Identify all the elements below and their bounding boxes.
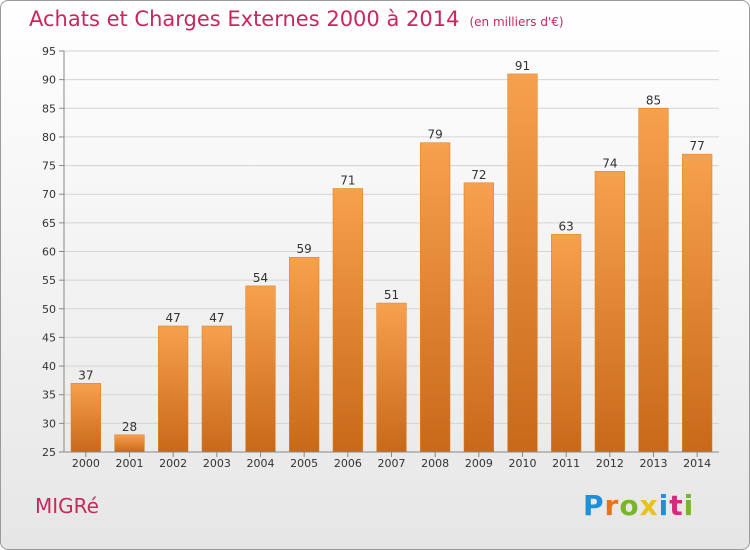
x-tick-label: 2004 <box>247 457 275 470</box>
y-tick-label: 30 <box>42 417 56 430</box>
y-tick-label: 80 <box>42 131 56 144</box>
data-label: 37 <box>78 368 93 382</box>
bars: 37 28 47 47 54 59 71 51 79 72 91 63 74 85 77 <box>70 59 713 453</box>
x-tick-label: 2012 <box>596 457 624 470</box>
x-tick-label: 2009 <box>465 457 493 470</box>
x-tick-label: 2002 <box>159 457 187 470</box>
x-tick-label: 2008 <box>421 457 449 470</box>
y-tick-label: 85 <box>42 102 56 115</box>
data-label: 91 <box>515 59 530 73</box>
y-tick-label: 55 <box>42 274 56 287</box>
data-label: 28 <box>122 420 137 434</box>
x-tick-label: 2014 <box>683 457 711 470</box>
x-tick-label: 2006 <box>334 457 362 470</box>
bar <box>201 325 232 453</box>
y-tick-label: 40 <box>42 360 56 373</box>
y-tick-label: 95 <box>42 45 56 58</box>
data-label: 77 <box>690 139 705 153</box>
bar <box>245 285 276 453</box>
logo-letter: r <box>604 489 620 522</box>
data-label: 51 <box>384 288 399 302</box>
data-label: 47 <box>166 311 181 325</box>
bar <box>638 108 669 453</box>
y-tick-label: 35 <box>42 389 56 402</box>
proxiti-logo[interactable]: Proxiti <box>583 489 694 522</box>
logo-letter: P <box>583 489 605 522</box>
logo-letter: i <box>683 489 695 522</box>
data-label: 59 <box>297 242 312 256</box>
data-label: 71 <box>340 173 355 187</box>
bar <box>158 325 189 453</box>
x-tick-label: 2010 <box>509 457 537 470</box>
bar <box>420 142 451 453</box>
data-label: 74 <box>602 156 617 170</box>
x-tick-label: 2013 <box>640 457 668 470</box>
x-tick-label: 2003 <box>203 457 231 470</box>
bar <box>70 383 101 453</box>
data-label: 54 <box>253 271 268 285</box>
y-tick-label: 50 <box>42 303 56 316</box>
x-tick-label: 2007 <box>378 457 406 470</box>
x-axis: 2000 2001 2002 2003 2004 2005 2006 2007 2008 2009… <box>64 451 719 470</box>
bar <box>376 302 407 453</box>
bar <box>551 234 582 453</box>
bar <box>507 73 538 453</box>
y-axis: 25 30 35 40 45 50 55 60 65 70 75 80 85 90 95 <box>42 45 65 459</box>
bar <box>114 434 145 453</box>
y-tick-label: 90 <box>42 74 56 87</box>
y-tick-label: 65 <box>42 217 56 230</box>
bar <box>682 153 713 453</box>
commune-name: MIGRé <box>35 494 99 518</box>
x-tick-label: 2005 <box>290 457 318 470</box>
data-label: 72 <box>471 168 486 182</box>
bar <box>463 182 494 453</box>
y-tick-label: 75 <box>42 160 56 173</box>
logo-letter: i <box>658 489 670 522</box>
data-label: 79 <box>428 128 443 142</box>
y-tick-label: 60 <box>42 246 56 259</box>
data-label: 47 <box>209 311 224 325</box>
y-tick-label: 70 <box>42 188 56 201</box>
bar <box>594 171 625 453</box>
chart-title: Achats et Charges Externes 2000 à 2014 (e… <box>29 7 564 31</box>
logo-letter: o <box>619 489 640 522</box>
data-label: 63 <box>559 219 574 233</box>
data-label: 85 <box>646 93 661 107</box>
logo-letter: x <box>639 489 659 522</box>
x-tick-label: 2011 <box>552 457 580 470</box>
chart-unit: (en milliers d'€) <box>469 15 564 29</box>
y-tick-label: 25 <box>42 446 56 459</box>
x-tick-label: 2000 <box>72 457 100 470</box>
chart-title-text: Achats et Charges Externes 2000 à 2014 <box>29 7 460 31</box>
x-tick-label: 2001 <box>116 457 144 470</box>
bar <box>332 188 363 453</box>
bar <box>289 256 320 453</box>
y-tick-label: 45 <box>42 331 56 344</box>
logo-letter: t <box>669 489 684 522</box>
